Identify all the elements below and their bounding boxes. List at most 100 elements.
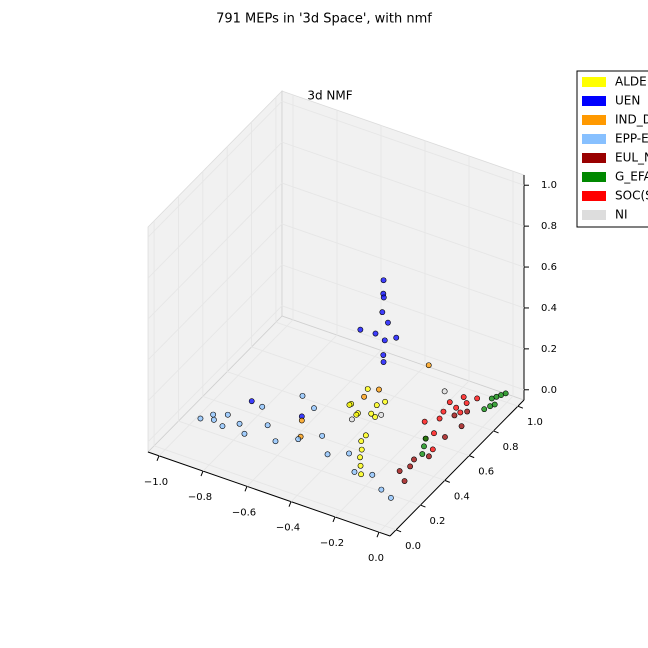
y-tick-label: 1.0 <box>527 417 543 428</box>
point <box>440 408 447 415</box>
legend-swatch <box>582 96 606 106</box>
legend-swatch <box>582 191 606 201</box>
grid-line <box>147 305 525 443</box>
x-tick <box>244 486 248 492</box>
point <box>361 393 367 400</box>
y-tick <box>493 430 499 434</box>
grid-line <box>147 182 525 320</box>
point <box>441 388 448 395</box>
point <box>236 420 243 427</box>
point <box>381 337 388 344</box>
y-tick-label: 0.2 <box>430 516 446 527</box>
y-tick <box>444 479 451 483</box>
grid-line <box>378 171 514 533</box>
grid-line <box>246 125 382 487</box>
point <box>502 390 509 397</box>
point <box>378 486 385 493</box>
grid-line <box>147 223 525 361</box>
legend-label: EPP-E <box>615 132 648 146</box>
point <box>368 410 375 417</box>
grid-line <box>178 196 421 506</box>
grid-line <box>202 171 445 481</box>
point <box>385 319 391 326</box>
point <box>463 400 470 406</box>
x-tick-label: −0.4 <box>276 523 300 534</box>
chart-title: 791 MEPs in '3d Space', with nmf <box>216 12 432 27</box>
point <box>299 392 306 399</box>
y-tick-label: 0.0 <box>405 541 421 552</box>
z-tick-label: 1.0 <box>541 180 557 191</box>
y-tick <box>395 529 402 533</box>
point <box>357 454 363 461</box>
point <box>407 463 414 470</box>
point <box>401 478 408 484</box>
point <box>436 415 443 422</box>
point <box>378 411 385 418</box>
point <box>224 411 231 418</box>
x-tick <box>332 516 336 523</box>
y-tick-label: 0.6 <box>478 467 494 478</box>
grid-line <box>147 100 525 238</box>
point <box>346 450 352 457</box>
point <box>372 414 378 420</box>
point <box>442 434 448 440</box>
x-tick <box>288 501 292 507</box>
y-tick <box>468 455 475 459</box>
point <box>346 401 353 408</box>
point <box>295 436 302 443</box>
point <box>411 456 417 463</box>
point <box>388 494 394 501</box>
legend-swatch <box>582 134 606 144</box>
point <box>380 352 387 358</box>
legend-swatch <box>582 172 606 182</box>
x-tick-label: −0.2 <box>320 538 344 549</box>
x-tick-label: −1.0 <box>144 477 168 488</box>
point <box>298 417 305 424</box>
point <box>458 423 465 430</box>
legend-swatch <box>582 210 606 220</box>
point <box>197 415 204 422</box>
point <box>382 398 388 405</box>
legend-label: ALDE <box>615 75 647 89</box>
point <box>349 416 355 423</box>
point <box>210 411 217 418</box>
point <box>419 451 426 457</box>
z-tick-label: 0.2 <box>541 344 557 355</box>
y-tick-label: 0.4 <box>454 491 470 502</box>
point <box>358 438 365 445</box>
point <box>446 399 453 406</box>
point <box>357 326 364 333</box>
y-tick-label: 0.8 <box>503 442 519 453</box>
legend-label: G_EFA <box>615 170 648 184</box>
z-tick-label: 0.0 <box>541 385 557 396</box>
grid-line <box>334 155 470 518</box>
point <box>379 309 386 316</box>
grid-line <box>158 94 294 457</box>
point <box>259 403 266 410</box>
point <box>421 443 427 450</box>
x-tick-label: 0.0 <box>368 553 384 564</box>
legend-label: UEN <box>615 94 640 108</box>
chart-subtitle: 3d NMF <box>307 89 352 103</box>
z-tick-label: 0.6 <box>541 262 557 273</box>
x-tick-label: −0.8 <box>188 492 212 503</box>
y-axis-line <box>389 399 525 537</box>
point <box>464 408 471 415</box>
grid-line <box>153 220 397 531</box>
y-tick <box>420 504 426 508</box>
point <box>357 462 364 469</box>
point <box>324 451 331 458</box>
y-tick <box>517 405 524 409</box>
grid-line <box>226 146 470 457</box>
z-tick-label: 0.4 <box>541 303 557 314</box>
point <box>319 432 326 439</box>
point <box>351 469 358 475</box>
point <box>358 471 364 478</box>
point <box>481 406 488 413</box>
point <box>474 395 481 402</box>
grid-line <box>202 110 338 472</box>
point <box>396 468 403 474</box>
point <box>460 394 467 400</box>
point <box>372 330 379 337</box>
point <box>380 359 387 365</box>
